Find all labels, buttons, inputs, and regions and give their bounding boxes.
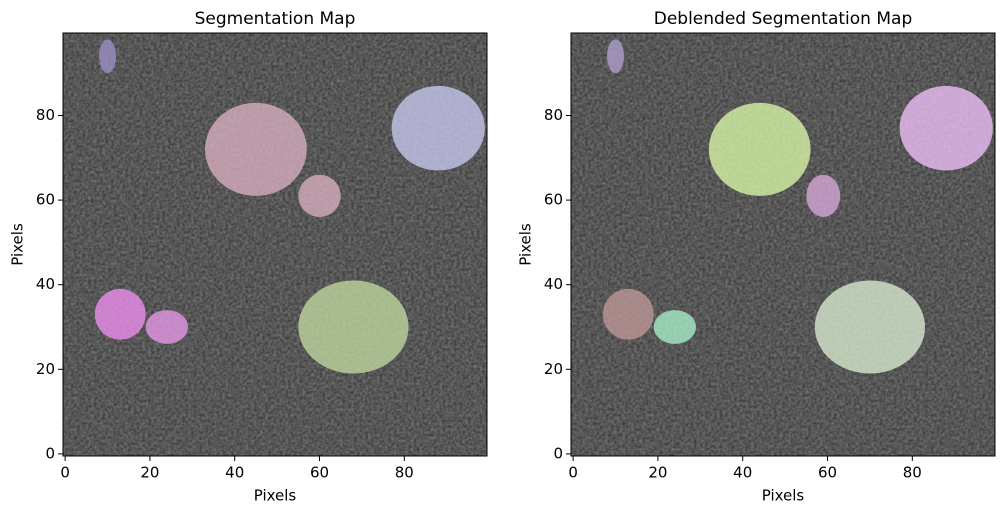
segment xyxy=(298,174,341,218)
axes-frame xyxy=(570,32,996,457)
y-tick-label: 20 xyxy=(544,360,563,378)
segment xyxy=(298,280,409,374)
chart-title: Segmentation Map xyxy=(195,9,356,29)
segment xyxy=(708,102,811,196)
x-tick-label: 60 xyxy=(310,464,329,482)
y-tick-label: 80 xyxy=(36,106,55,124)
y-tick-label: 40 xyxy=(36,275,55,293)
segment xyxy=(94,288,146,340)
x-axis-label: Pixels xyxy=(762,487,805,505)
y-tick-label: 20 xyxy=(36,360,55,378)
chart-title: Deblended Segmentation Map xyxy=(654,9,913,29)
segment xyxy=(205,102,307,196)
y-axis-label: Pixels xyxy=(517,223,535,266)
segment xyxy=(391,85,485,171)
y-tick-label: 60 xyxy=(544,191,563,209)
x-tick-label: 20 xyxy=(140,464,159,482)
y-tick-label: 80 xyxy=(544,106,563,124)
x-tick-label: 80 xyxy=(395,464,414,482)
x-tick-label: 0 xyxy=(568,464,578,482)
segment xyxy=(99,39,116,74)
segment xyxy=(806,174,841,218)
segment xyxy=(145,310,189,344)
segment xyxy=(653,310,697,344)
y-tick-label: 0 xyxy=(45,444,55,462)
y-tick-label: 40 xyxy=(544,275,563,293)
segment xyxy=(602,288,654,340)
segment xyxy=(899,85,993,171)
x-tick-label: 40 xyxy=(733,464,752,482)
y-tick-label: 0 xyxy=(553,444,563,462)
y-axis-label: Pixels xyxy=(9,223,27,266)
x-tick-label: 20 xyxy=(648,464,667,482)
segment xyxy=(607,39,625,74)
y-tick-label: 60 xyxy=(36,191,55,209)
x-tick-label: 0 xyxy=(60,464,70,482)
x-axis-label: Pixels xyxy=(254,487,297,505)
axes-frame xyxy=(62,32,488,457)
x-tick-label: 60 xyxy=(818,464,837,482)
x-tick-label: 40 xyxy=(225,464,244,482)
segment xyxy=(814,280,926,374)
x-tick-label: 80 xyxy=(903,464,922,482)
